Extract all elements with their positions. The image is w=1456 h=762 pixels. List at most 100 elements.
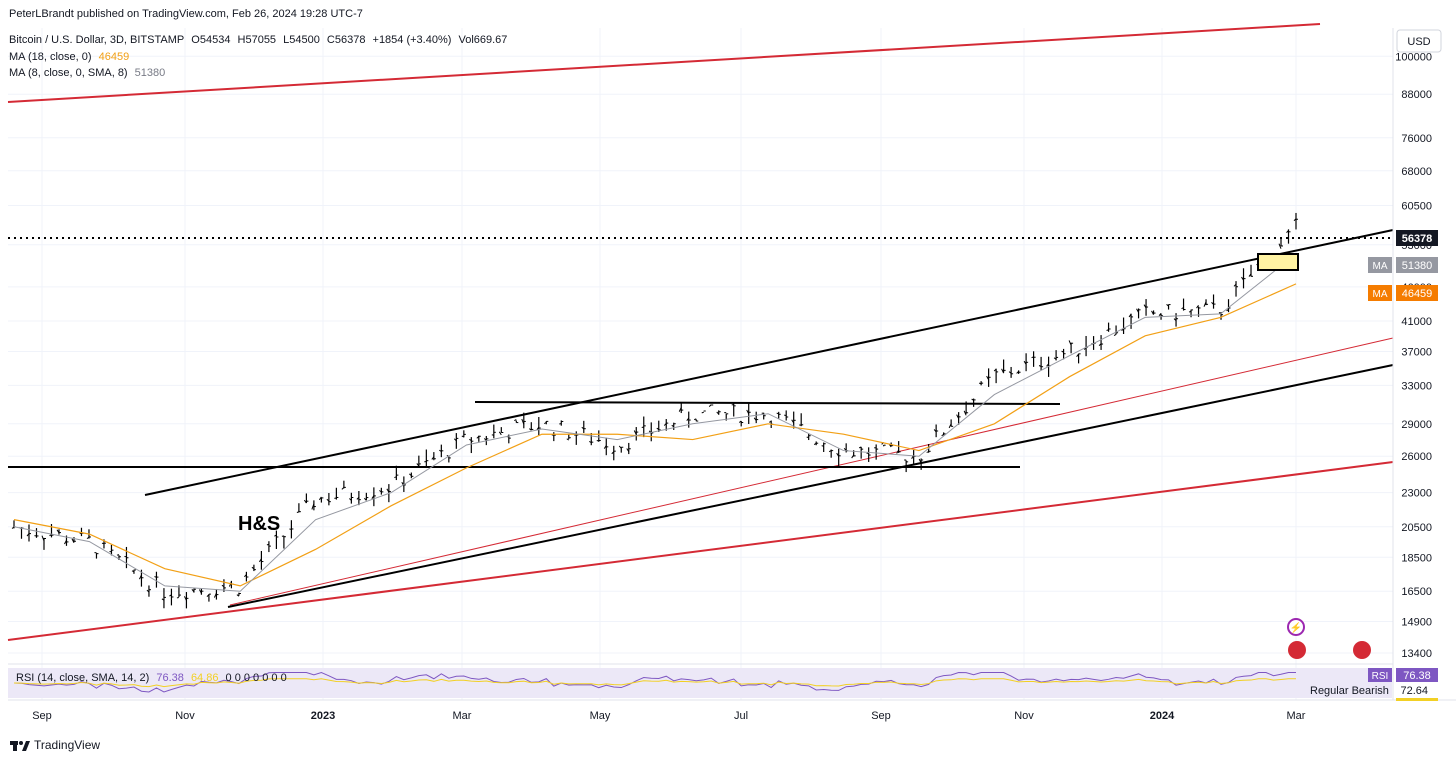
price-bar-open bbox=[386, 488, 390, 493]
price-tick-label: 16500 bbox=[1401, 586, 1432, 598]
price-tick-label: 100000 bbox=[1395, 51, 1432, 63]
price-bar-open bbox=[64, 540, 67, 545]
price-bar-open bbox=[146, 589, 150, 593]
ma8-value-tag bbox=[1396, 257, 1438, 273]
trendline bbox=[229, 337, 1394, 606]
price-bar-open bbox=[514, 419, 517, 421]
price-bar-open bbox=[198, 589, 202, 594]
ma18-legend-label: MA (18, close, 0) bbox=[9, 51, 92, 63]
price-tick-label: 68000 bbox=[1401, 166, 1432, 178]
price-bar-open bbox=[363, 497, 367, 501]
us-flag-event-icon[interactable] bbox=[1288, 641, 1306, 659]
price-bar-open bbox=[581, 426, 585, 430]
currency-button[interactable] bbox=[1396, 29, 1442, 53]
ohlc-change: +1854 (+3.40%) bbox=[372, 34, 452, 46]
time-tick-label: Mar bbox=[453, 710, 472, 722]
price-bar-open bbox=[926, 451, 929, 453]
price-bar-open bbox=[1113, 334, 1117, 336]
price-bar-open bbox=[1076, 353, 1079, 357]
rsi-legend-value: 76.38 bbox=[156, 672, 184, 684]
price-bar-open bbox=[813, 442, 817, 445]
price-bar-open bbox=[1038, 365, 1042, 367]
price-bar-open bbox=[1106, 329, 1109, 331]
consolidation-box bbox=[1257, 253, 1299, 271]
price-tick-label: 18500 bbox=[1401, 552, 1432, 564]
rsi-legend-extra: 64.86 bbox=[190, 672, 219, 684]
price-tick-label: 33000 bbox=[1401, 380, 1432, 392]
price-bar-open bbox=[566, 438, 570, 441]
price-bar-open bbox=[896, 449, 900, 454]
price-tick-label: 41000 bbox=[1401, 316, 1432, 328]
publisher-line: PeterLBrandt published on TradingView.co… bbox=[9, 8, 363, 20]
price-bar-open bbox=[409, 473, 412, 476]
rsi-value: 76.38 bbox=[1403, 670, 1431, 682]
price-bar-open bbox=[1211, 302, 1214, 305]
price-bar-open bbox=[439, 449, 442, 452]
price-bar-open bbox=[1181, 307, 1184, 310]
price-bar-open bbox=[544, 421, 547, 425]
price-bar-open bbox=[1023, 360, 1027, 365]
price-bar-open bbox=[371, 495, 375, 499]
tradingview-brand: TradingView bbox=[10, 738, 100, 752]
time-tick-label: Nov bbox=[175, 710, 195, 722]
price-bar-open bbox=[431, 456, 435, 460]
price-bar-open bbox=[1286, 230, 1289, 233]
price-tick-label: 26000 bbox=[1401, 451, 1432, 463]
price-bar-open bbox=[618, 445, 622, 449]
time-tick-label: Jul bbox=[734, 710, 748, 722]
price-bar-open bbox=[349, 498, 352, 501]
trendline bbox=[7, 23, 1321, 103]
price-bar-open bbox=[626, 448, 630, 452]
price-bar-open bbox=[1151, 310, 1154, 315]
time-tick-label: 2024 bbox=[1150, 710, 1175, 722]
price-ticks: 1000008800076000680006050053000460004100… bbox=[1395, 51, 1432, 660]
ma18-legend[interactable]: MA (18, close, 0) 46459 bbox=[9, 51, 133, 63]
rsi-value-tag bbox=[1396, 668, 1438, 682]
price-bar-open bbox=[206, 594, 210, 597]
ma18-tag bbox=[1368, 285, 1392, 301]
price-bar-open bbox=[671, 424, 675, 428]
last-price-value: 56378 bbox=[1402, 233, 1433, 245]
price-bar-open bbox=[1278, 243, 1282, 249]
price-bar-open bbox=[843, 447, 847, 451]
price-bar-open bbox=[483, 438, 487, 441]
symbol-name: Bitcoin / U.S. Dollar, 3D, BITSTAMP bbox=[9, 34, 185, 46]
rsi-legend-zeros: 0 0 0 0 0 0 0 bbox=[225, 672, 287, 684]
hs-annotation: H&S bbox=[238, 513, 280, 535]
price-bar-open bbox=[1293, 218, 1297, 222]
price-bar-open bbox=[379, 490, 382, 493]
price-bar-open bbox=[49, 534, 52, 537]
ma8-legend-value: 51380 bbox=[134, 67, 166, 79]
price-bar-open bbox=[986, 375, 990, 380]
price-bar-open bbox=[453, 438, 457, 442]
price-bar-open bbox=[978, 382, 982, 385]
price-bar-open bbox=[469, 438, 472, 441]
ma8-legend[interactable]: MA (8, close, 0, SMA, 8) 51380 bbox=[9, 67, 169, 79]
price-bar-open bbox=[251, 566, 255, 570]
price-bar-open bbox=[716, 411, 720, 415]
brand-name: TradingView bbox=[34, 738, 101, 752]
price-bar-open bbox=[1016, 371, 1019, 374]
bearish-label: Regular Bearish bbox=[1310, 685, 1389, 697]
ma8-value: 51380 bbox=[1402, 260, 1433, 272]
rsi-tag bbox=[1368, 668, 1392, 682]
trendline bbox=[227, 364, 1394, 608]
us-flag-event-icon-2[interactable] bbox=[1353, 641, 1371, 659]
price-bar-open bbox=[1196, 305, 1199, 309]
lightning-event-icon[interactable] bbox=[1287, 618, 1305, 636]
rsi-legend[interactable]: RSI (14, close, SMA, 14, 2) 76.38 64.86 … bbox=[16, 672, 291, 684]
price-bar-open bbox=[941, 434, 944, 437]
price-bar-open bbox=[1031, 356, 1034, 359]
price-bar-open bbox=[738, 420, 742, 423]
price-bar-open bbox=[244, 574, 247, 578]
price-bar-open bbox=[476, 436, 480, 439]
price-bar-open bbox=[296, 511, 300, 513]
price-bar-open bbox=[686, 417, 690, 421]
price-bar-open bbox=[851, 454, 855, 459]
price-bar-open bbox=[169, 594, 172, 597]
price-bar-open bbox=[971, 398, 974, 401]
price-bar-open bbox=[821, 445, 824, 447]
price-bar-open bbox=[678, 407, 682, 412]
price-bar-open bbox=[603, 445, 607, 449]
